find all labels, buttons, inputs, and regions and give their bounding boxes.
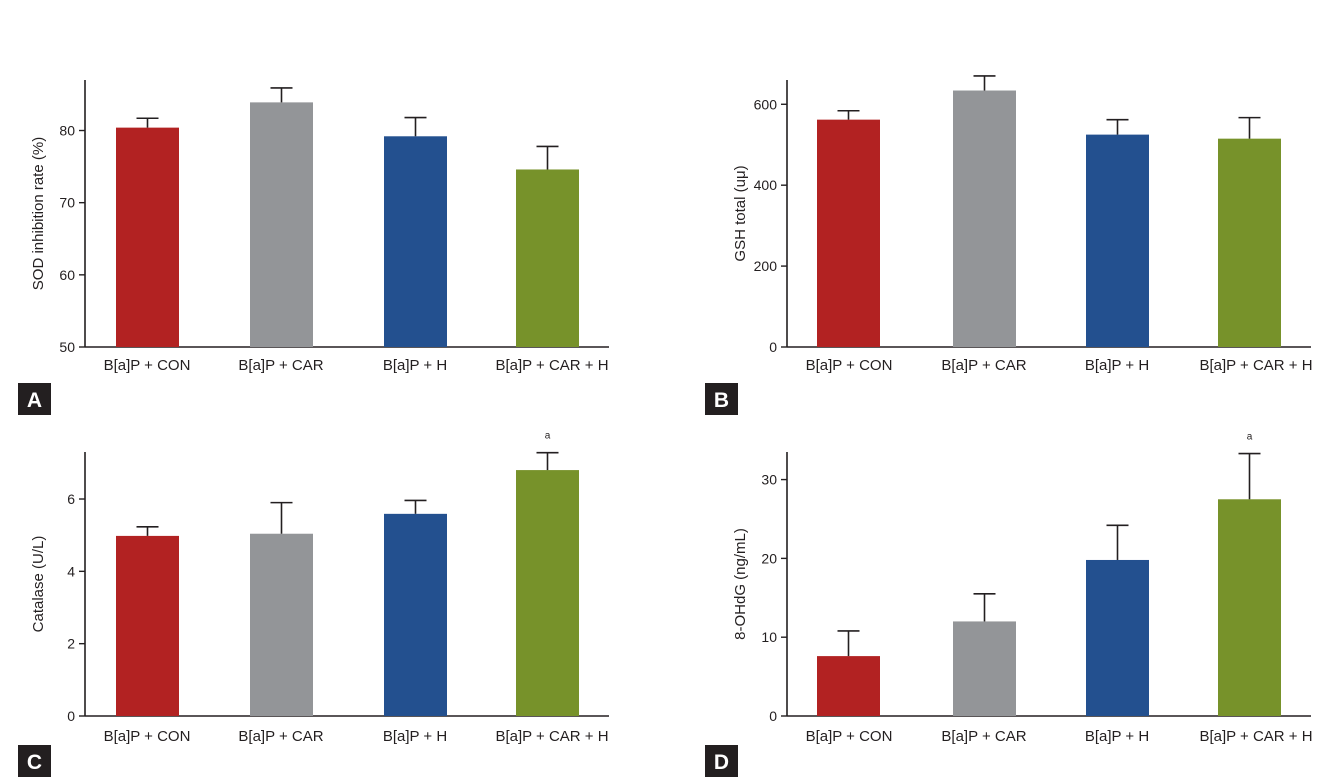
panel-badge [705, 745, 738, 777]
significance-label: a [1247, 432, 1253, 443]
y-tick-label: 0 [769, 339, 777, 355]
y-tick-label: 400 [754, 177, 778, 193]
x-tick-label: B[a]P + CON [104, 728, 191, 745]
y-tick-label: 600 [754, 96, 778, 112]
bar [250, 102, 313, 347]
y-axis-label: 8-OHdG (ng/mL) [732, 528, 749, 640]
bar [516, 169, 579, 347]
x-tick-label: B[a]P + H [1085, 357, 1149, 374]
panel-badge-label: D [714, 751, 729, 774]
y-tick-label: 2 [67, 636, 75, 652]
panel-d-chart: 0 10 20 30 8-OHdG (ng/mL) B[a]P + CON B[a]P + … [705, 432, 1313, 777]
x-tick-label: B[a]P + CON [806, 728, 893, 745]
x-tick-label: B[a]P + H [383, 728, 447, 745]
x-tick-label: B[a]P + CON [806, 357, 893, 374]
y-tick-label: 0 [67, 708, 75, 724]
panel-badge [705, 383, 738, 415]
y-axis-label: Catalase (U/L) [30, 536, 47, 633]
y-tick-label: 0 [769, 708, 777, 724]
panel-badge-label: C [27, 751, 42, 774]
significance-label: a [545, 431, 551, 442]
x-tick-label: B[a]P + CAR [238, 728, 323, 745]
panel-c-chart: 0 2 4 6 Catalase (U/L) B[a]P + CON B[a]P + CAR… [18, 431, 609, 777]
x-tick-label: B[a]P + CON [104, 357, 191, 374]
x-tick-label: B[a]P + CAR + H [1199, 357, 1312, 374]
bar [1218, 499, 1281, 716]
y-tick-label: 80 [59, 123, 75, 139]
bar [116, 535, 179, 716]
panel-badge [18, 383, 51, 415]
x-tick-label: B[a]P + CAR + H [495, 357, 608, 374]
bar [384, 136, 447, 347]
bar [116, 127, 179, 347]
y-tick-label: 200 [754, 258, 778, 274]
panel-badge-label: A [27, 389, 42, 412]
y-axis-label: GSH total (uμ) [732, 165, 749, 261]
bar [817, 656, 880, 716]
bar [1218, 138, 1281, 347]
bar [1086, 134, 1149, 347]
x-tick-label: B[a]P + CAR [238, 357, 323, 374]
y-tick-label: 60 [59, 267, 75, 283]
y-tick-label: 50 [59, 339, 75, 355]
y-tick-label: 30 [761, 472, 777, 488]
panel-badge [18, 745, 51, 777]
panel-badge-label: B [714, 389, 729, 412]
bar [250, 533, 313, 716]
x-tick-label: B[a]P + CAR [941, 357, 1026, 374]
x-tick-label: B[a]P + H [1085, 728, 1149, 745]
y-tick-label: 10 [761, 629, 777, 645]
bar [953, 90, 1016, 347]
x-tick-label: B[a]P + CAR + H [1199, 728, 1312, 745]
x-tick-label: B[a]P + CAR [941, 728, 1026, 745]
y-axis-label: SOD inhibition rate (%) [30, 137, 47, 290]
bar [817, 119, 880, 348]
x-tick-label: B[a]P + CAR + H [495, 728, 608, 745]
bar [1086, 559, 1149, 716]
bar [384, 513, 447, 716]
bar [953, 621, 1016, 716]
y-tick-label: 70 [59, 195, 75, 211]
y-tick-label: 4 [67, 563, 75, 579]
bar [516, 470, 579, 716]
x-tick-label: B[a]P + H [383, 357, 447, 374]
panel-a-chart: 50 60 70 80 SOD inhibition rate (%) B[a]P + C… [18, 80, 609, 415]
panel-b-chart: 0 200 400 600 GSH total (uμ) B[a]P + CON B[a]P… [705, 75, 1313, 415]
y-tick-label: 20 [761, 550, 777, 566]
y-tick-label: 6 [67, 491, 75, 507]
